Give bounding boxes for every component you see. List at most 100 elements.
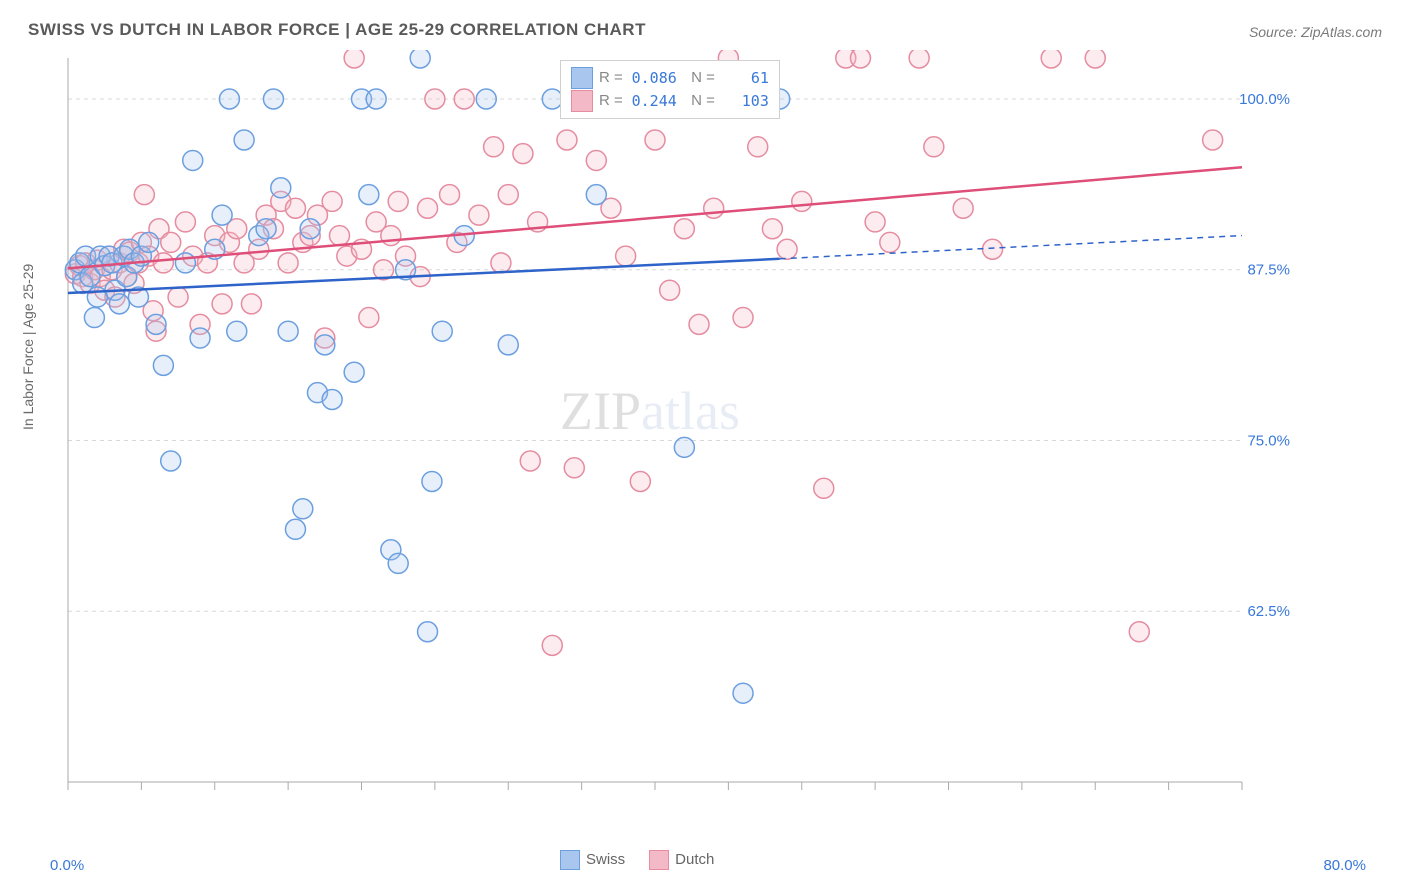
dutch-point xyxy=(161,232,181,252)
swiss-point xyxy=(153,355,173,375)
dutch-point xyxy=(880,232,900,252)
legend-label: Swiss xyxy=(586,851,625,868)
swiss-point xyxy=(432,321,452,341)
swiss-point xyxy=(190,328,210,348)
swiss-point xyxy=(733,683,753,703)
dutch-point xyxy=(491,253,511,273)
r-label: R = xyxy=(599,67,623,90)
correlation-legend: R =0.086 N = 61R =0.244 N =103 xyxy=(560,60,780,119)
dutch-point xyxy=(175,212,195,232)
dutch-point xyxy=(425,89,445,109)
dutch-point xyxy=(983,239,1003,259)
swiss-point xyxy=(212,205,232,225)
n-label: N = xyxy=(683,67,715,90)
swiss-point xyxy=(344,362,364,382)
dutch-point xyxy=(440,185,460,205)
y-tick-label: 62.5% xyxy=(1247,603,1290,620)
y-axis-label: In Labor Force | Age 25-29 xyxy=(20,264,36,430)
dutch-point xyxy=(520,451,540,471)
legend-row: R = 0.086 N = 61 xyxy=(571,67,769,90)
dutch-point xyxy=(748,137,768,157)
dutch-point xyxy=(762,219,782,239)
dutch-point xyxy=(616,246,636,266)
swiss-point xyxy=(84,308,104,328)
dutch-point xyxy=(645,130,665,150)
swiss-point xyxy=(256,219,276,239)
swiss-point xyxy=(146,314,166,334)
legend-swatch xyxy=(560,850,580,870)
dutch-point xyxy=(865,212,885,232)
dutch-point xyxy=(924,137,944,157)
swiss-point xyxy=(498,335,518,355)
swiss-point xyxy=(388,553,408,573)
swiss-point xyxy=(422,471,442,491)
dutch-point xyxy=(814,478,834,498)
dutch-point xyxy=(484,137,504,157)
dutch-point xyxy=(469,205,489,225)
dutch-point xyxy=(168,287,188,307)
dutch-point xyxy=(1041,50,1061,68)
r-value: 0.086 xyxy=(629,67,677,90)
dutch-point xyxy=(689,314,709,334)
x-axis-min: 0.0% xyxy=(50,857,84,874)
swiss-point xyxy=(674,437,694,457)
dutch-point xyxy=(1085,50,1105,68)
legend-swatch xyxy=(571,67,593,89)
legend-swatch xyxy=(649,850,669,870)
dutch-point xyxy=(344,50,364,68)
dutch-point xyxy=(792,191,812,211)
dutch-point xyxy=(850,50,870,68)
swiss-point xyxy=(263,89,283,109)
swiss-point xyxy=(183,150,203,170)
legend-item: Dutch xyxy=(649,850,714,870)
source-attribution: Source: ZipAtlas.com xyxy=(1249,24,1382,40)
swiss-point xyxy=(219,89,239,109)
dutch-point xyxy=(322,191,342,211)
dutch-point xyxy=(329,226,349,246)
dutch-point xyxy=(153,253,173,273)
swiss-point xyxy=(175,253,195,273)
dutch-point xyxy=(212,294,232,314)
dutch-point xyxy=(953,198,973,218)
dutch-point xyxy=(359,308,379,328)
dutch-point xyxy=(909,50,929,68)
dutch-point xyxy=(586,150,606,170)
swiss-point xyxy=(271,178,291,198)
dutch-point xyxy=(630,471,650,491)
dutch-point xyxy=(285,198,305,218)
swiss-trend-extrapolation xyxy=(780,236,1242,259)
swiss-point xyxy=(109,294,129,314)
dutch-point xyxy=(674,219,694,239)
dutch-trend-line xyxy=(68,167,1242,268)
swiss-point xyxy=(285,519,305,539)
swiss-point xyxy=(322,390,342,410)
y-tick-label: 87.5% xyxy=(1247,262,1290,279)
dutch-point xyxy=(704,198,724,218)
swiss-point xyxy=(278,321,298,341)
dutch-point xyxy=(777,239,797,259)
dutch-point xyxy=(498,185,518,205)
legend-swatch xyxy=(571,90,593,112)
scatter-chart: 62.5%75.0%87.5%100.0% xyxy=(60,50,1320,810)
y-tick-label: 100.0% xyxy=(1239,91,1290,108)
dutch-point xyxy=(134,185,154,205)
legend-label: Dutch xyxy=(675,851,714,868)
dutch-point xyxy=(513,144,533,164)
dutch-point xyxy=(241,294,261,314)
dutch-point xyxy=(381,226,401,246)
dutch-point xyxy=(557,130,577,150)
r-value: 0.244 xyxy=(629,90,677,113)
swiss-point xyxy=(300,219,320,239)
series-legend: Swiss Dutch xyxy=(560,850,714,870)
dutch-point xyxy=(1129,622,1149,642)
swiss-point xyxy=(139,232,159,252)
swiss-point xyxy=(359,185,379,205)
dutch-point xyxy=(733,308,753,328)
swiss-point xyxy=(315,335,335,355)
swiss-point xyxy=(161,451,181,471)
swiss-point xyxy=(293,499,313,519)
dutch-point xyxy=(454,89,474,109)
n-value: 61 xyxy=(721,67,769,90)
swiss-point xyxy=(410,50,430,68)
swiss-point xyxy=(586,185,606,205)
